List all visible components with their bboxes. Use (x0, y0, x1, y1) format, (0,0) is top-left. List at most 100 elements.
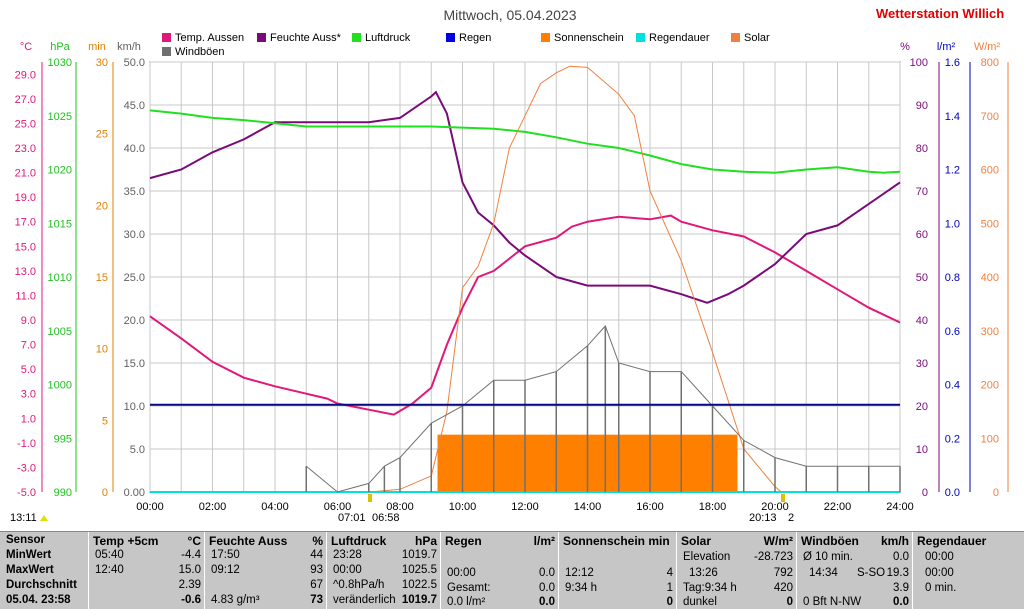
sunset-suffix: 2 (788, 512, 794, 524)
pct-tick-label: 70 (916, 186, 928, 198)
rain-max-time: 00:00 (447, 567, 476, 579)
lm2-tick-label: 0.4 (945, 380, 960, 392)
wind-beaufort: 0 Bft N-NW (803, 596, 862, 608)
time-tick-label: 06:00 (324, 501, 352, 513)
pct-tick-label: 80 (916, 143, 928, 155)
wm2-tick-label: 500 (981, 218, 999, 230)
pct-axis-unit: % (900, 41, 910, 53)
lm2-tick-label: 1.4 (945, 111, 960, 123)
sunshine-avg: 1 (666, 582, 673, 594)
wm2-tick-label: 100 (981, 433, 999, 445)
row-label-avg: Durchschnitt (6, 579, 77, 591)
pct-tick-label: 20 (916, 401, 928, 413)
min-tick-label: 20 (96, 200, 108, 212)
rain-column: Regen l/m² 00:00 0.0 Gesamt: 0.0 0.0 l/m… (440, 532, 559, 609)
solar-current: 0 (786, 596, 793, 608)
temp-tick-label: 27.0 (15, 94, 36, 106)
weather-chart: Mittwoch, 05.04.2023 Wetterstation Willi… (10, 6, 1009, 524)
wm2-tick-label: 300 (981, 326, 999, 338)
pressure-max-time: 00:00 (333, 564, 362, 576)
solar-elevation-label: Elevation (683, 551, 731, 563)
row-label-max: MaxWert (6, 564, 54, 576)
wm2-tick-label: 400 (981, 272, 999, 284)
solar-day-length: Tag:9:34 h (683, 582, 737, 594)
pressure-current: 1019.7 (401, 594, 437, 606)
kmh-tick-label: 15.0 (124, 358, 145, 370)
humidity-unit: % (312, 534, 323, 548)
humidity-min-value: 44 (310, 549, 323, 561)
solar-header: Solar (681, 534, 712, 548)
lm2-tick-label: 0.2 (945, 433, 960, 445)
temp-max-value: 15.0 (178, 564, 201, 576)
pct-tick-label: 60 (916, 229, 928, 241)
sunshine-max-time: 12:12 (565, 567, 594, 579)
pressure-header: Luftdruck (331, 534, 387, 548)
legend-label: Feuchte Auss* (270, 32, 342, 44)
sunshine-duration: 9:34 h (565, 582, 597, 594)
solar-max-value: 792 (773, 567, 793, 579)
temp-avg: 2.39 (178, 579, 201, 591)
wm2-tick-label: 600 (981, 165, 999, 177)
wind-header: Windböen (801, 534, 859, 548)
sunrise-time: 07:01 (338, 512, 366, 524)
legend-label: Regen (459, 32, 491, 44)
wind-max-time: 14:34 (809, 567, 838, 579)
kmh-tick-label: 10.0 (124, 401, 145, 413)
legend-swatch (162, 47, 171, 56)
pressure-trend: ^0.8hPa/h (333, 579, 385, 591)
pct-tick-label: 90 (916, 100, 928, 112)
solar-elevation: -28.723 (753, 551, 793, 563)
lm2-axis-unit: l/m² (937, 41, 956, 53)
time-tick-label: 00:00 (136, 501, 164, 513)
lm2-tick-label: 0.0 (945, 487, 960, 499)
time-tick-label: 18:00 (699, 501, 727, 513)
humidity-avg: 67 (310, 579, 323, 591)
pressure-min-time: 23:28 (333, 549, 362, 561)
hpa-tick-label: 1005 (48, 326, 72, 338)
wm2-tick-label: 0 (993, 487, 999, 499)
temp-tick-label: 7.0 (21, 340, 36, 352)
kmh-tick-label: 25.0 (124, 272, 145, 284)
temp-aussen-line (149, 214, 901, 416)
solar-avg: 420 (773, 582, 793, 594)
sunshine-header: Sonnenschein min (563, 534, 670, 548)
pressure-unit: hPa (414, 534, 437, 548)
time-tick-label: 08:00 (386, 501, 414, 513)
pressure-column: Luftdruck hPa 23:28 1019.7 00:00 1025.5 … (326, 532, 441, 609)
pressure-max-value: 1025.5 (401, 564, 437, 576)
temp-tick-label: 1.0 (21, 413, 36, 425)
humidity-current: 73 (310, 594, 323, 606)
wind-max-direction: S-SO (857, 567, 886, 579)
lm2-tick-label: 1.2 (945, 165, 960, 177)
temp-tick-label: 5.0 (21, 364, 36, 376)
humidity-absolute: 4.83 g/m³ (211, 594, 260, 606)
pct-tick-label: 40 (916, 315, 928, 327)
humidity-max-time: 09:12 (211, 564, 240, 576)
solar-line (368, 65, 782, 493)
temp-current: -0.6 (181, 594, 201, 606)
pct-tick-label: 50 (916, 272, 928, 284)
station-name: Wetterstation Willich (876, 6, 1004, 21)
min-tick-label: 10 (96, 344, 108, 356)
min-tick-label: 30 (96, 57, 108, 69)
hpa-tick-label: 1030 (48, 57, 72, 69)
legend-label: Windböen (175, 46, 225, 58)
pct-tick-label: 10 (916, 444, 928, 456)
humidity-max-value: 93 (310, 564, 323, 576)
hpa-axis-unit: hPa (50, 41, 70, 53)
legend-label: Luftdruck (365, 32, 411, 44)
lm2-tick-label: 0.8 (945, 272, 960, 284)
sunrise-time-2: 06:58 (372, 512, 400, 524)
legend-label: Regendauer (649, 32, 710, 44)
rain-total: 0.0 (539, 582, 555, 594)
legend-label: Sonnenschein (554, 32, 624, 44)
axes: °C 29.0 27.0 25.0 23.0 21.0 19.0 17.0 15.0 13.0 11… (15, 41, 1009, 513)
temp-tick-label: 17.0 (15, 217, 36, 229)
kmh-tick-label: 45.0 (124, 100, 145, 112)
wm2-tick-label: 700 (981, 111, 999, 123)
temp-unit: °C (187, 534, 201, 548)
hpa-tick-label: 995 (54, 433, 72, 445)
time-tick-label: 02:00 (199, 501, 227, 513)
temp-tick-label: 11.0 (15, 290, 36, 302)
rain-duration-header: Regendauer (917, 534, 987, 548)
